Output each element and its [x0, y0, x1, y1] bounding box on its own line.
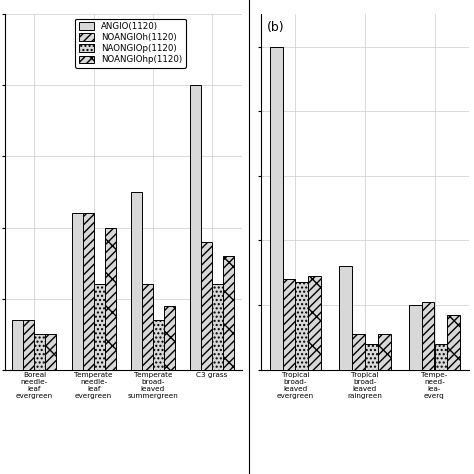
Bar — [352, 334, 365, 370]
Bar — [223, 256, 234, 370]
Bar — [23, 320, 34, 370]
Bar — [339, 266, 352, 370]
Bar — [82, 213, 94, 370]
Bar — [309, 276, 321, 370]
Bar — [72, 213, 82, 370]
Bar — [295, 283, 309, 370]
Bar — [153, 320, 164, 370]
Bar — [46, 334, 56, 370]
Bar — [421, 302, 435, 370]
Bar — [201, 242, 212, 370]
Text: (b): (b) — [267, 21, 284, 34]
Bar — [131, 192, 142, 370]
Bar — [365, 344, 378, 370]
Bar — [164, 306, 175, 370]
Legend: ANGIO(1120), NOANGIOh(1120), NAONGIOp(1120), NOANGIOhp(1120): ANGIO(1120), NOANGIOh(1120), NAONGIOp(11… — [75, 18, 186, 68]
Bar — [34, 334, 46, 370]
Bar — [142, 284, 153, 370]
Bar — [212, 284, 223, 370]
Bar — [378, 334, 391, 370]
Bar — [270, 46, 283, 370]
Bar — [409, 305, 421, 370]
Bar — [105, 228, 116, 370]
Bar — [435, 344, 447, 370]
Bar — [283, 279, 295, 370]
Bar — [12, 320, 23, 370]
Bar — [94, 284, 105, 370]
Bar — [447, 315, 460, 370]
Bar — [190, 85, 201, 370]
